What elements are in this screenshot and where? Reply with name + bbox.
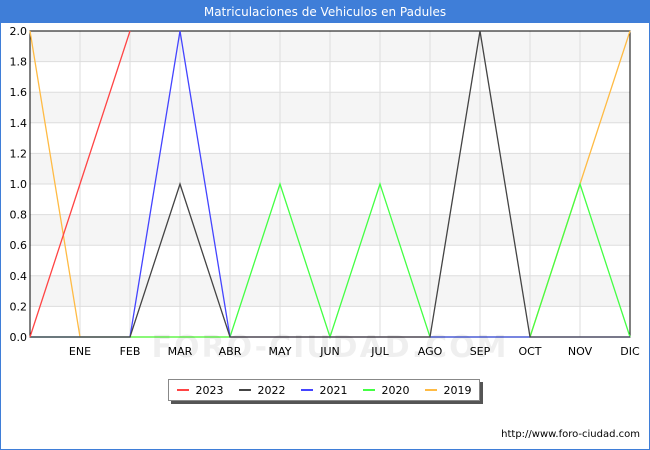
y-tick-label: 0.8: [10, 209, 28, 222]
x-tick-label: ENE: [69, 345, 91, 358]
x-tick-label: JUN: [319, 345, 340, 358]
legend-item-2021: 2021: [300, 383, 348, 397]
legend: 2023 2022 2021 2020 2019: [168, 379, 480, 401]
y-tick-label: 1.2: [10, 147, 28, 160]
y-tick-label: 0.6: [10, 239, 28, 252]
series-line-2022: [30, 30, 630, 338]
x-tick-label: AGO: [418, 345, 443, 358]
legend-label: 2023: [195, 383, 224, 397]
x-tick-label: MAR: [168, 345, 193, 358]
legend-item-2023: 2023: [176, 383, 224, 397]
legend-swatch: [424, 389, 437, 391]
y-tick-label: 1.0: [10, 178, 28, 191]
legend-item-2019: 2019: [424, 383, 472, 397]
y-tick-label: 1.6: [10, 86, 28, 99]
chart-title: Matriculaciones de Vehiculos en Padules: [1, 1, 649, 23]
legend-label: 2020: [381, 383, 410, 397]
y-tick-labels: 0.0 0.2 0.4 0.6 0.8 1.0 1.2 1.4 1.6 1.8 2.0: [10, 25, 28, 344]
legend-swatch: [362, 389, 375, 391]
y-tick-label: 2.0: [10, 25, 28, 38]
x-tick-labels: ENE FEB MAR ABR MAY JUN JUL AGO SEP OCT NOV DIC: [69, 345, 640, 358]
y-tick-label: 0.0: [10, 331, 28, 344]
x-tick-label: JUL: [370, 345, 389, 358]
y-tick-label: 0.4: [10, 270, 28, 283]
x-tick-label: SEP: [470, 345, 491, 358]
x-tick-label: MAY: [269, 345, 292, 358]
legend-swatch: [238, 389, 251, 391]
y-tick-label: 1.4: [10, 117, 28, 130]
x-tick-label: FEB: [120, 345, 141, 358]
x-tick-label: NOV: [568, 345, 593, 358]
legend-label: 2021: [319, 383, 348, 397]
legend-swatch: [176, 389, 189, 391]
source-url: http://www.foro-ciudad.com: [501, 429, 640, 440]
series-line-2023: [29, 30, 131, 338]
legend-item-2020: 2020: [362, 383, 410, 397]
legend-label: 2022: [257, 383, 286, 397]
y-tick-label: 1.8: [10, 56, 28, 69]
legend-swatch: [300, 389, 313, 391]
x-tick-label: ABR: [219, 345, 242, 358]
watermark: FORO-CIUDAD.COM: [151, 330, 509, 365]
x-tick-label: OCT: [518, 345, 541, 358]
x-tick-label: DIC: [620, 345, 640, 358]
legend-label: 2019: [443, 383, 472, 397]
legend-item-2022: 2022: [238, 383, 286, 397]
y-tick-label: 0.2: [10, 300, 28, 313]
series-lines: [29, 30, 631, 340]
